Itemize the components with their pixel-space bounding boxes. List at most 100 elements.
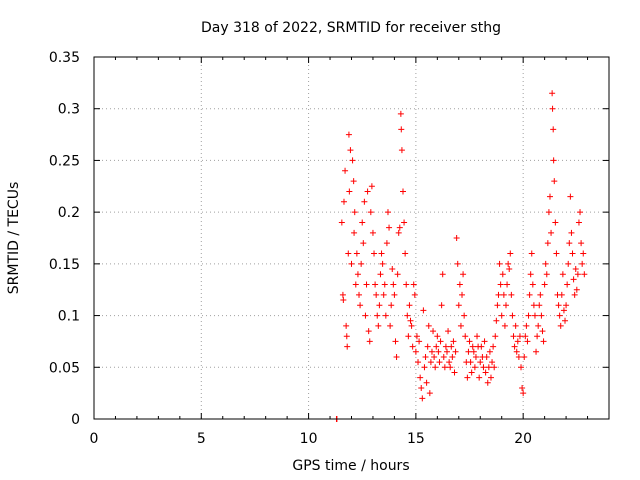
data-point [434, 333, 441, 340]
data-point [359, 219, 366, 226]
data-point [428, 348, 435, 355]
data-point [535, 322, 542, 329]
data-point [477, 359, 484, 366]
data-point [505, 260, 512, 267]
y-tick-label: 0 [71, 412, 80, 428]
data-point [367, 209, 374, 216]
data-point [406, 302, 413, 309]
data-point [405, 333, 412, 340]
data-point [382, 312, 389, 319]
data-point [490, 343, 497, 350]
y-tick-label: 0.3 [58, 102, 80, 118]
data-point [550, 126, 557, 133]
data-point [389, 266, 396, 273]
data-point [564, 281, 571, 288]
data-point [550, 157, 557, 164]
data-point [478, 343, 485, 350]
data-point [559, 271, 566, 278]
data-point [522, 333, 529, 340]
data-point [416, 338, 423, 345]
x-tick-label: 15 [407, 431, 425, 447]
data-point [485, 364, 492, 371]
data-point [375, 322, 382, 329]
plot-frame [93, 56, 610, 420]
data-point [433, 343, 440, 350]
data-point [491, 364, 498, 371]
data-point [448, 343, 455, 350]
data-point [562, 317, 569, 324]
data-point [534, 333, 541, 340]
x-tick-label: 10 [300, 431, 318, 447]
data-point [396, 224, 403, 231]
data-point [483, 353, 490, 360]
data-point [364, 188, 371, 195]
data-point [440, 353, 447, 360]
data-point [474, 333, 481, 340]
data-point [464, 374, 471, 381]
data-point [472, 353, 479, 360]
data-point [354, 271, 361, 278]
data-point [486, 348, 493, 355]
data-point [553, 250, 560, 257]
data-point [377, 271, 384, 278]
data-point [528, 250, 535, 257]
data-point [437, 338, 444, 345]
data-point [445, 328, 452, 335]
data-point [548, 229, 555, 236]
data-point [351, 229, 358, 236]
data-point [436, 359, 443, 366]
data-point [358, 260, 365, 267]
data-point [395, 229, 402, 236]
data-point [514, 338, 521, 345]
data-point [552, 219, 559, 226]
data-point [542, 260, 549, 267]
data-point [537, 291, 544, 298]
data-point [529, 281, 536, 288]
data-point [513, 348, 520, 355]
data-point [467, 359, 474, 366]
data-point [343, 333, 350, 340]
data-point [459, 291, 466, 298]
data-point [411, 291, 418, 298]
data-point [344, 343, 351, 350]
data-point [518, 364, 525, 371]
data-point [388, 302, 395, 309]
data-point [492, 333, 499, 340]
data-point [390, 281, 397, 288]
data-point [489, 359, 496, 366]
data-point [493, 317, 500, 324]
data-point [545, 209, 552, 216]
data-point [451, 369, 458, 376]
data-point [456, 281, 463, 288]
data-point [381, 281, 388, 288]
data-point [449, 353, 456, 360]
data-point [401, 219, 408, 226]
data-point [369, 229, 376, 236]
data-point [342, 167, 349, 174]
data-point [357, 302, 364, 309]
data-point [507, 250, 514, 257]
data-point [581, 271, 588, 278]
data-point [571, 291, 578, 298]
data-point [343, 322, 350, 329]
data-point [404, 312, 411, 319]
data-point [543, 271, 550, 278]
data-point [506, 266, 513, 273]
data-point [573, 286, 580, 293]
data-point [386, 224, 393, 231]
data-point [410, 281, 417, 288]
data-point [482, 369, 489, 376]
data-point [454, 260, 461, 267]
data-point [516, 333, 523, 340]
data-point [569, 250, 576, 257]
data-point [361, 198, 368, 205]
data-point [577, 209, 584, 216]
data-point [422, 353, 429, 360]
data-point [499, 271, 506, 278]
data-point [536, 302, 543, 309]
grid-layer [94, 57, 609, 419]
data-point [425, 322, 432, 329]
data-point [557, 322, 564, 329]
data-point [365, 328, 372, 335]
data-point [457, 322, 464, 329]
